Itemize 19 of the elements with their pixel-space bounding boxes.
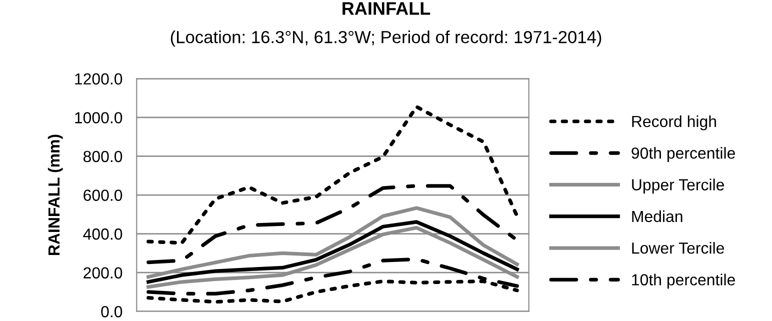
legend-label: 90th percentile <box>632 147 735 162</box>
legend-label: 10th percentile <box>632 274 735 289</box>
line-series <box>146 184 519 264</box>
legend-label: Median <box>632 210 682 222</box>
y-tick-label: 200.0 <box>84 267 122 279</box>
y-axis-title: RAINFALL (mm) <box>48 134 63 256</box>
legend-label: Upper Tercile <box>632 178 724 194</box>
chart-title: RAINFALL <box>342 2 430 15</box>
line-series <box>146 104 519 245</box>
y-tick-label: 800.0 <box>83 150 122 162</box>
legend-label: Record high <box>632 115 716 130</box>
y-tick-label: 0.0 <box>101 306 122 318</box>
chart-subtitle: (Location: 16.3°N, 61.3°W; Period of record: 1971-2014) <box>170 30 602 47</box>
y-tick-label: 1000.0 <box>75 112 122 124</box>
legend-label: Lower Tercile <box>632 242 724 254</box>
y-tick-label: 400.0 <box>83 228 122 240</box>
y-tick-label: 600.0 <box>84 190 122 201</box>
y-tick-label: 1200.0 <box>75 73 122 85</box>
line-series <box>146 220 519 284</box>
